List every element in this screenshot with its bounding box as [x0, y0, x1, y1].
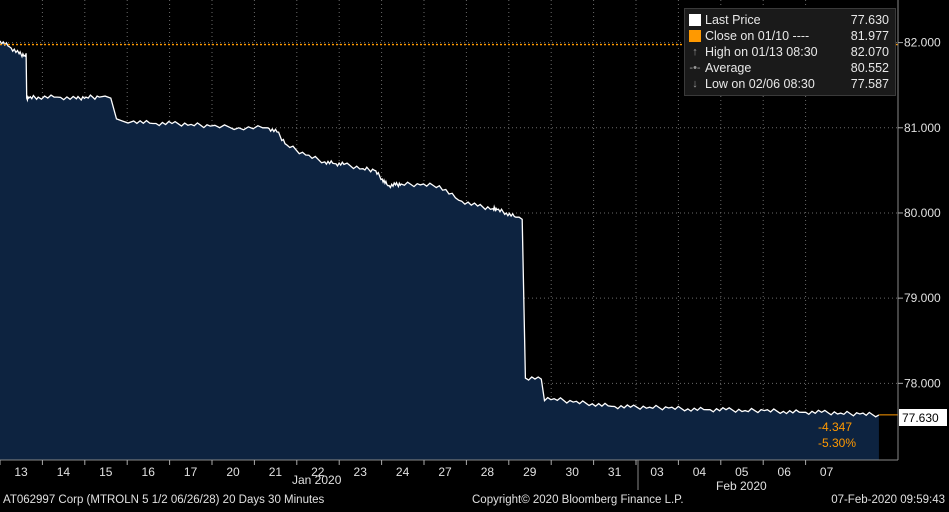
- x-tick-label: 03: [650, 465, 664, 479]
- month-label-jan: Jan 2020: [292, 473, 342, 487]
- legend-high: ↑ High on 01/13 08:30 82.070: [689, 44, 889, 60]
- y-tick-label: 81.000: [904, 121, 941, 135]
- last-price-tag: 77.630: [899, 409, 947, 426]
- x-tick-label: 17: [184, 465, 198, 479]
- last-price-tag-box: [899, 409, 947, 426]
- legend-label: Close on 01/10 ----: [705, 29, 810, 43]
- legend-last-price: Last Price 77.630: [689, 12, 889, 28]
- y-tick-label: 80.000: [904, 206, 941, 220]
- legend-average: -•- Average 80.552: [689, 60, 889, 76]
- price-area-fill: [0, 40, 879, 461]
- y-tick-label: 82.000: [904, 36, 941, 50]
- x-tick-label: 15: [99, 465, 113, 479]
- security-description: AT062997 Corp (MTROLN 5 1/2 06/26/28) 20…: [3, 494, 325, 506]
- x-tick-label: 23: [354, 465, 368, 479]
- last-price-line: [0, 40, 880, 418]
- legend-label: Last Price: [705, 13, 761, 27]
- x-tick-label: 16: [142, 465, 156, 479]
- legend-label: Low on 02/06 08:30: [705, 77, 815, 91]
- x-tick-label: 21: [269, 465, 283, 479]
- x-tick-label: 05: [735, 465, 749, 479]
- x-tick-label: 28: [481, 465, 495, 479]
- y-tick-label: 79.000: [904, 291, 941, 305]
- x-tick-label: 27: [438, 465, 452, 479]
- x-tick-label: 06: [778, 465, 792, 479]
- y-axis: 82.000 81.000 80.000 79.000 78.000: [898, 36, 941, 390]
- chart-legend: Last Price 77.630 Close on 01/10 ---- 81…: [684, 8, 896, 96]
- x-tick-label: 31: [608, 465, 622, 479]
- arrow-down-icon: ↓: [692, 78, 698, 90]
- change-abs-label: -4.347: [818, 420, 852, 434]
- timestamp: 07-Feb-2020 09:59:43: [831, 494, 945, 506]
- change-pct-label: -5.30%: [818, 436, 856, 450]
- x-tick-label: 30: [566, 465, 580, 479]
- x-axis: 13 14 15 16 17 20 21 22 23 24 27 28 29 30 31 03 04 05 06 07: [0, 460, 834, 479]
- arrow-up-icon: ↑: [692, 46, 698, 58]
- month-label-feb: Feb 2020: [716, 479, 767, 493]
- x-tick-label: 29: [523, 465, 537, 479]
- legend-value: 77.630: [850, 13, 889, 27]
- legend-value: 80.552: [850, 61, 889, 75]
- x-tick-label: 22: [311, 465, 325, 479]
- legend-label: Average: [705, 61, 752, 75]
- last-price-tag-text: 77.630: [902, 411, 939, 425]
- dot-line-icon: -•-: [689, 62, 701, 74]
- legend-value: 82.070: [850, 45, 889, 59]
- copyright-text: Copyright© 2020 Bloomberg Finance L.P.: [472, 494, 684, 506]
- legend-close: Close on 01/10 ---- 81.977: [689, 28, 889, 44]
- legend-value: 81.977: [850, 29, 889, 43]
- x-tick-label: 14: [57, 465, 71, 479]
- x-tick-label: 13: [14, 465, 28, 479]
- y-tick-label: 78.000: [904, 376, 941, 390]
- x-tick-label: 24: [396, 465, 410, 479]
- legend-white-square-icon: [689, 14, 701, 26]
- x-tick-label: 04: [693, 465, 707, 479]
- x-tick-label: 20: [226, 465, 240, 479]
- legend-low: ↓ Low on 02/06 08:30 77.587: [689, 76, 889, 92]
- legend-orange-square-icon: [689, 30, 701, 42]
- legend-value: 77.587: [850, 77, 889, 91]
- legend-label: High on 01/13 08:30: [705, 45, 818, 59]
- x-tick-label: 07: [820, 465, 834, 479]
